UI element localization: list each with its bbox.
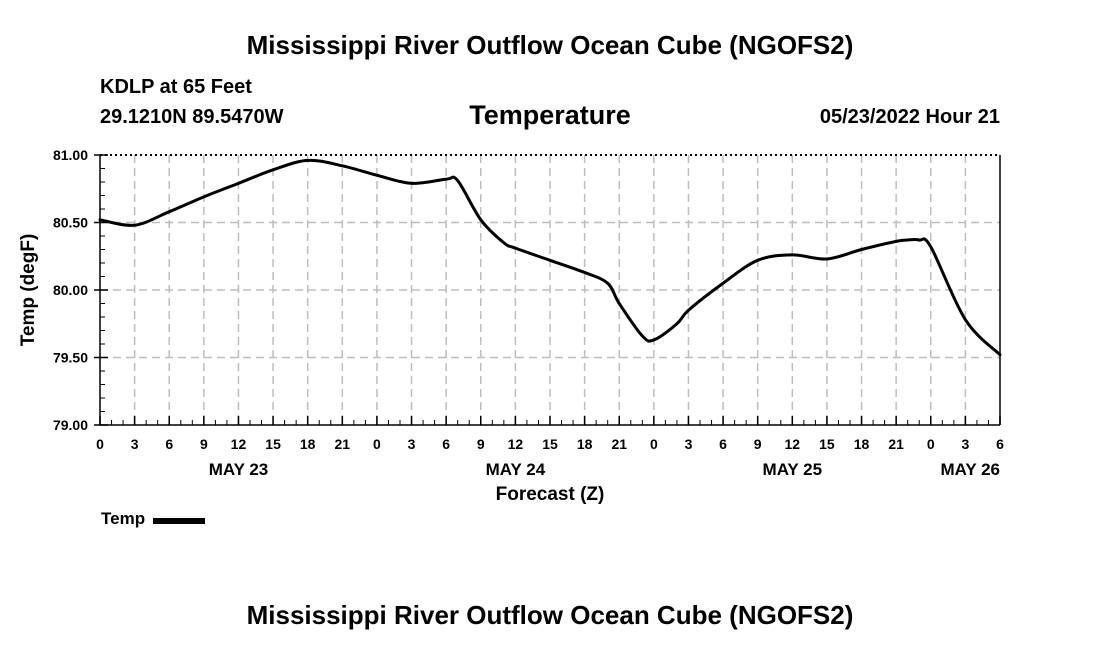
x-tick-label: 9 — [200, 436, 208, 452]
x-tick-label: 0 — [650, 436, 658, 452]
day-label: MAY 26 — [940, 460, 1000, 479]
x-tick-label: 21 — [888, 436, 904, 452]
day-label: MAY 24 — [486, 460, 546, 479]
x-tick-label: 21 — [611, 436, 627, 452]
y-tick-label: 79.50 — [53, 350, 88, 366]
x-axis-title: Forecast (Z) — [496, 484, 605, 505]
station-label: KDLP at 65 Feet — [100, 76, 252, 98]
x-tick-label: 12 — [785, 436, 801, 452]
x-tick-label: 18 — [854, 436, 870, 452]
x-tick-label: 3 — [408, 436, 416, 452]
coordinates-label: 29.1210N 89.5470W — [100, 106, 284, 128]
day-label: MAY 25 — [763, 460, 823, 479]
legend-label: Temp — [101, 509, 146, 528]
x-tick-label: 18 — [300, 436, 316, 452]
x-tick-label: 9 — [754, 436, 762, 452]
chart-title: Temperature — [469, 100, 631, 130]
series-line-temp — [98, 158, 1002, 357]
x-tick-label: 6 — [442, 436, 450, 452]
day-label: MAY 23 — [209, 460, 269, 479]
x-tick-label: 21 — [335, 436, 351, 452]
x-tick-label: 15 — [542, 436, 558, 452]
x-tick-label: 0 — [96, 436, 104, 452]
x-tick-label: 0 — [373, 436, 381, 452]
y-tick-label: 80.00 — [53, 282, 88, 298]
x-tick-label: 6 — [996, 436, 1004, 452]
x-tick-label: 3 — [685, 436, 693, 452]
y-tick-label: 79.00 — [53, 417, 88, 433]
legend-swatch — [153, 517, 206, 524]
x-tick-label: 15 — [265, 436, 281, 452]
legend: Temp — [101, 509, 206, 529]
forecast-datetime: 05/23/2022 Hour 21 — [819, 106, 1000, 128]
x-tick-label: 9 — [477, 436, 485, 452]
page-title: Mississippi River Outflow Ocean Cube (NG… — [246, 30, 854, 60]
x-tick-label: 6 — [719, 436, 727, 452]
x-tick-label: 3 — [131, 436, 139, 452]
x-tick-label: 12 — [508, 436, 524, 452]
x-tick-label: 12 — [231, 436, 247, 452]
x-tick-label: 18 — [577, 436, 593, 452]
y-tick-label: 81.00 — [53, 147, 88, 163]
x-tick-label: 6 — [165, 436, 173, 452]
x-tick-label: 3 — [961, 436, 969, 452]
x-tick-label: 0 — [927, 436, 935, 452]
x-tick-label: 15 — [819, 436, 835, 452]
y-axis-title: Temp (degF) — [18, 234, 39, 347]
page-title-bottom: Mississippi River Outflow Ocean Cube (NG… — [246, 600, 854, 630]
y-tick-label: 80.50 — [53, 215, 88, 231]
